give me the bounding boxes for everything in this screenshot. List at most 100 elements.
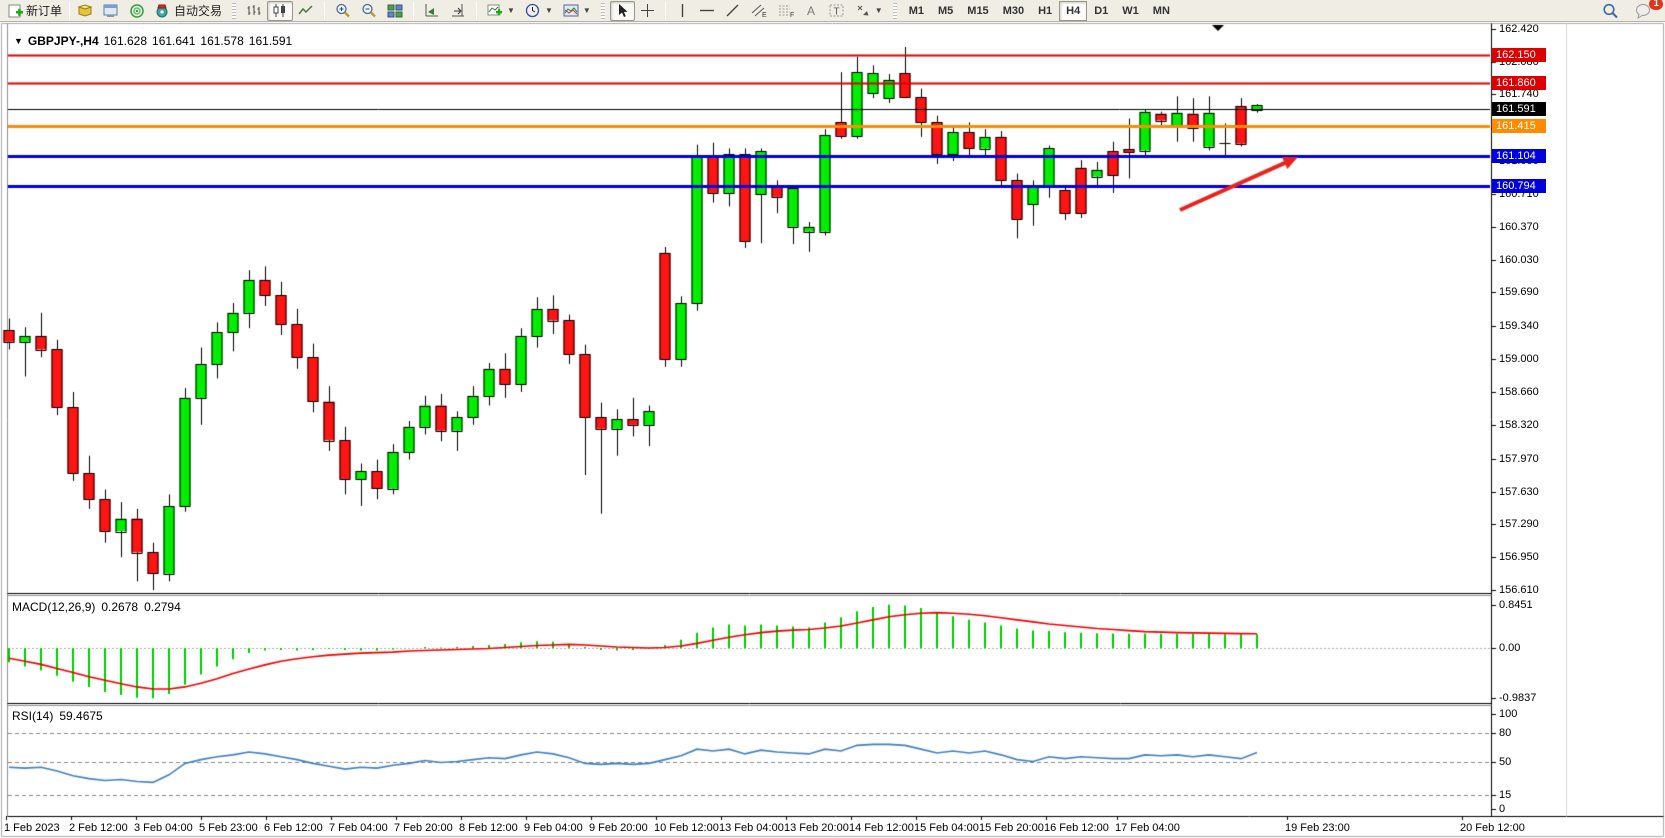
vertical-line-icon: [681, 4, 683, 17]
zoom-out-button[interactable]: [356, 1, 382, 21]
dropdown-caret-icon: ▼: [544, 6, 553, 15]
toolbar-drag-handle[interactable]: [892, 2, 897, 19]
macd-axis-tick: 0.8451: [1499, 598, 1533, 611]
timeframe-group: M1 M5 M15 M30 H1 H4 D1 W1 MN: [899, 0, 1180, 22]
time-axis-label: 17 Feb 04:00: [1115, 822, 1180, 834]
symbol-dropdown-icon[interactable]: ▼: [14, 36, 23, 46]
time-axis-label: 5 Feb 23:00: [199, 822, 258, 834]
timeframe-W1[interactable]: W1: [1122, 4, 1139, 17]
toolbar-drag-handle[interactable]: [600, 2, 605, 19]
price-axis-tick: 162.420: [1499, 22, 1539, 35]
timeframe-M15[interactable]: M15: [967, 4, 989, 17]
clock-icon: [525, 3, 540, 18]
chart-canvas[interactable]: [0, 22, 1665, 838]
zoom-out-icon: [362, 3, 376, 18]
crosshair-icon: [640, 4, 654, 17]
auto-trading-label: 自动交易: [174, 4, 223, 18]
arrows-tool-button[interactable]: ▼: [850, 1, 888, 21]
dropdown-caret-icon: ▼: [582, 6, 591, 15]
text-tool-button[interactable]: A: [800, 1, 824, 21]
price-line-badge: 161.415: [1492, 118, 1546, 133]
fibonacci-tool-button[interactable]: F: [773, 1, 800, 21]
chart-window: ▼ GBPJPY-,H4 161.628 161.641 161.578 161…: [0, 22, 1665, 838]
cursor-arrow-icon: [618, 4, 628, 17]
candlestick-mode-button[interactable]: [267, 0, 294, 21]
text-label-tool-button[interactable]: T: [824, 1, 850, 21]
trendline-tool-button[interactable]: [720, 1, 746, 21]
price-line-badge: 161.860: [1492, 75, 1546, 90]
main-toolbar: 新订单 自动交易: [0, 0, 1665, 22]
line-chart-mode-button[interactable]: [293, 1, 319, 21]
zoom-in-button[interactable]: [330, 1, 356, 21]
horizontal-line-tool-button[interactable]: [694, 1, 720, 21]
toolbar-separator: [413, 1, 415, 20]
timeframe-M5[interactable]: M5: [938, 4, 954, 17]
indicators-menu-button[interactable]: ▼: [482, 1, 520, 21]
time-axis-label: 20 Feb 12:00: [1460, 822, 1525, 834]
auto-trading-icon: [156, 4, 168, 18]
price-line-badge: 162.150: [1492, 47, 1546, 62]
time-axis-label: 15 Feb 20:00: [979, 822, 1044, 834]
market-watch-button[interactable]: [72, 1, 98, 21]
radio-signal-icon: [130, 4, 144, 18]
svg-text:F: F: [790, 12, 794, 18]
timeframe-D1[interactable]: D1: [1094, 4, 1109, 17]
fibonacci-icon: F: [778, 5, 794, 18]
line-chart-icon: [298, 5, 313, 15]
bar-chart-icon: [247, 5, 261, 15]
templates-menu-button[interactable]: ▼: [558, 1, 596, 21]
tile-windows-button[interactable]: [382, 1, 408, 21]
time-axis-label: 15 Feb 04:00: [914, 822, 979, 834]
toolbar-separator: [69, 1, 71, 20]
price-axis-tick: 160.370: [1499, 220, 1539, 233]
timeframe-H4[interactable]: H4: [1059, 0, 1088, 21]
candlestick-icon: [273, 4, 286, 17]
tile-windows-icon: [387, 4, 403, 18]
equidistant-channel-tool-button[interactable]: E: [746, 1, 773, 21]
price-line-badge: 160.794: [1492, 178, 1546, 193]
time-axis-label: 9 Feb 20:00: [589, 822, 648, 834]
time-axis-label: 2 Feb 12:00: [69, 822, 128, 834]
timeframe-H1[interactable]: H1: [1038, 4, 1053, 17]
timeframe-M1[interactable]: M1: [908, 4, 924, 17]
signals-button[interactable]: [124, 1, 150, 21]
search-button[interactable]: [1597, 1, 1624, 21]
notifications-button[interactable]: 1: [1630, 0, 1663, 21]
toolbar-separator: [664, 1, 666, 20]
timeframe-MN[interactable]: MN: [1152, 4, 1170, 17]
quote-header: ▼ GBPJPY-,H4 161.628 161.641 161.578 161…: [14, 34, 292, 48]
time-axis-label: 1 Feb 2023: [4, 822, 60, 834]
price-axis-tick: 157.290: [1499, 518, 1539, 531]
dropdown-caret-icon: ▼: [874, 6, 883, 15]
price-axis-tick: 160.030: [1499, 253, 1539, 266]
chart-shift-button[interactable]: [445, 1, 471, 21]
crosshair-tool-button[interactable]: [635, 1, 660, 21]
bar-chart-mode-button[interactable]: [241, 1, 267, 21]
zoom-in-icon: [336, 3, 350, 18]
horizontal-line-icon: [699, 9, 714, 12]
price-axis-tick: 158.660: [1499, 385, 1539, 398]
auto-scroll-button[interactable]: [419, 1, 445, 21]
periods-menu-button[interactable]: ▼: [520, 1, 558, 21]
time-axis-label: 7 Feb 04:00: [329, 822, 388, 834]
vertical-line-tool-button[interactable]: [671, 1, 694, 21]
timeframe-M30[interactable]: M30: [1002, 4, 1025, 17]
rsi-axis-tick: 50: [1499, 755, 1512, 768]
price-axis-tick: 157.970: [1499, 452, 1539, 465]
time-axis-label: 9 Feb 04:00: [524, 822, 583, 834]
quote-high: 161.641: [152, 34, 196, 48]
price-axis-tick: 156.950: [1499, 551, 1539, 564]
price-axis-tick: 159.340: [1499, 320, 1539, 333]
auto-trading-button[interactable]: 自动交易: [150, 1, 227, 21]
toolbar-drag-handle[interactable]: [232, 2, 237, 19]
macd-label: MACD(12,26,9) 0.2678 0.2794: [12, 600, 181, 614]
price-line-badge: 161.104: [1492, 148, 1546, 163]
macd-axis-tick: 0.00: [1499, 642, 1521, 654]
text-icon: A: [807, 4, 815, 18]
terminal-window-button[interactable]: [98, 1, 124, 21]
chat-bubble-icon: [1636, 3, 1650, 19]
rsi-axis-tick: 0: [1499, 803, 1506, 815]
cursor-tool-button[interactable]: [609, 0, 635, 21]
price-axis-tick: 156.610: [1499, 584, 1539, 597]
new-order-button[interactable]: 新订单: [3, 1, 67, 21]
